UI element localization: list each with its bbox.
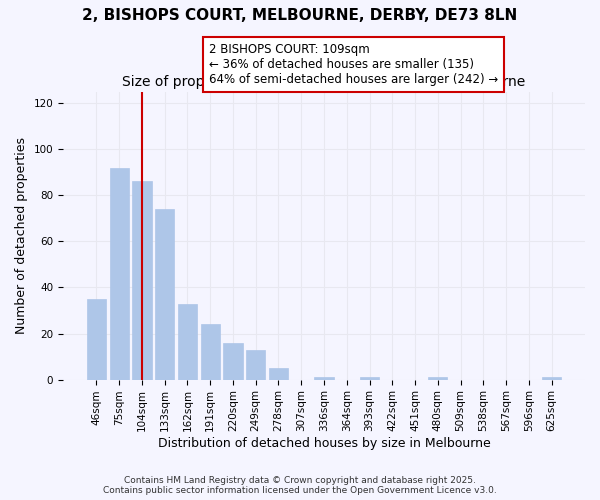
Bar [542, 378, 561, 380]
Bar [246, 350, 265, 380]
Title: Size of property relative to detached houses in Melbourne: Size of property relative to detached ho… [122, 75, 526, 89]
Bar [314, 378, 334, 380]
Bar [87, 299, 106, 380]
Bar [155, 209, 175, 380]
Text: 2 BISHOPS COURT: 109sqm
← 36% of detached houses are smaller (135)
64% of semi-d: 2 BISHOPS COURT: 109sqm ← 36% of detache… [209, 43, 499, 86]
Text: 2, BISHOPS COURT, MELBOURNE, DERBY, DE73 8LN: 2, BISHOPS COURT, MELBOURNE, DERBY, DE73… [82, 8, 518, 22]
Text: Contains HM Land Registry data © Crown copyright and database right 2025.
Contai: Contains HM Land Registry data © Crown c… [103, 476, 497, 495]
Bar [269, 368, 288, 380]
Bar [428, 378, 448, 380]
Bar [178, 304, 197, 380]
Bar [223, 342, 242, 380]
Bar [200, 324, 220, 380]
Bar [132, 182, 152, 380]
Y-axis label: Number of detached properties: Number of detached properties [15, 137, 28, 334]
X-axis label: Distribution of detached houses by size in Melbourne: Distribution of detached houses by size … [158, 437, 490, 450]
Bar [110, 168, 129, 380]
Bar [360, 378, 379, 380]
